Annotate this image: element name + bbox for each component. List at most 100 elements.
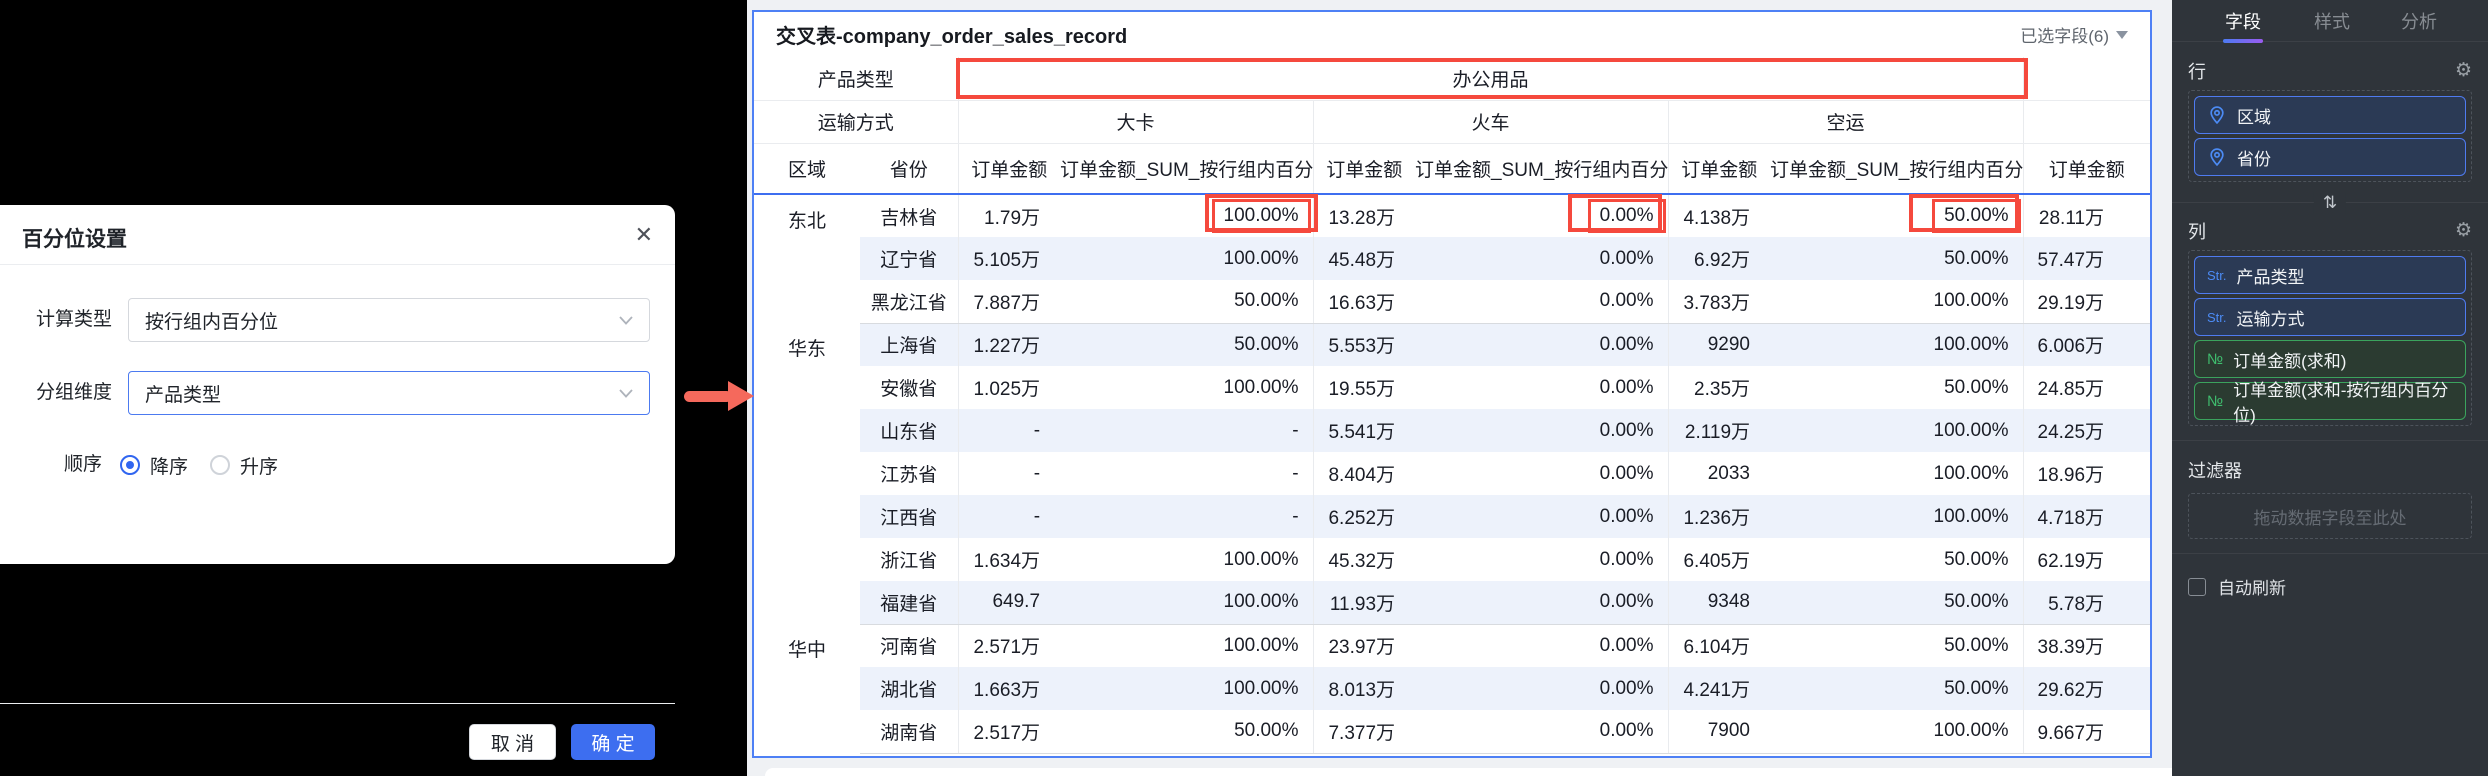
cancel-button[interactable]: 取 消 (469, 724, 556, 760)
total-header-cell: 订单金额 (2022, 143, 2151, 195)
amount-header-cell: 订单金额 (957, 143, 1061, 195)
percentile-value-cell: 50.00% (1944, 548, 2009, 570)
percentile-value-cell: 50.00% (1060, 280, 1314, 324)
amount-value-cell: 6.104万 (1667, 624, 1771, 667)
panel-divider (2172, 440, 2488, 441)
col-dim1-label-cell: 产品类型 (754, 57, 959, 101)
percentile-value-cell: 100.00% (1060, 194, 1313, 237)
tab-fields[interactable]: 字段 (2223, 8, 2263, 43)
percentile-value-cell: 50.00% (1060, 710, 1314, 754)
col-dim2-label-cell: 运输方式 (754, 100, 959, 144)
field-pill[interactable]: № 订单金额(求和-按行组内百分位) (2194, 381, 2466, 425)
group-dim-select[interactable]: 产品类型 (128, 371, 650, 415)
amount-value-cell: 45.32万 (1312, 538, 1416, 581)
annotation-arrow-tail (684, 391, 732, 402)
cross-table-card[interactable]: 交叉表-company_order_sales_record 已选字段(6) 产… (752, 10, 2152, 758)
radio-descending[interactable]: 降序 (120, 445, 188, 485)
rows-shelf[interactable]: 区域 省份 (2188, 90, 2472, 182)
field-pill-label: 产品类型 (2236, 267, 2305, 287)
amount-value-cell: 9290 (1667, 323, 1771, 366)
panel-tabs: 字段 样式 分析 (2172, 0, 2488, 42)
table-row: 湖南省 2.517万 50.00% 7.377万 0.00% 7900 100.00% 9.6… (754, 710, 2151, 754)
filter-dropzone[interactable]: 拖动数据字段至此处 (2188, 493, 2472, 539)
calc-type-select[interactable]: 按行组内百分位 (128, 298, 650, 342)
amount-value-cell: 13.28万 (1312, 194, 1416, 237)
province-cell: 河南省 (880, 637, 938, 659)
group-dim-value: 产品类型 (145, 384, 222, 406)
percentile-header-cell: 订单金额_SUM_按行组内百分位 (1415, 143, 1669, 195)
number-type-icon: № (2207, 392, 2224, 410)
field-pill[interactable]: 省份 (2194, 138, 2466, 176)
swap-axes-icon[interactable]: ⇅ (2313, 192, 2347, 214)
total-value-cell: 29.19万 (2022, 280, 2151, 324)
calc-type-label: 计算类型 (35, 309, 112, 330)
amount-value-cell: 8.013万 (1312, 667, 1416, 710)
table-row: 黑龙江省 7.887万 50.00% 16.63万 0.00% 3.783万 100.00%… (754, 280, 2151, 324)
filter-section-label: 过滤器 (2188, 461, 2242, 481)
region-header-cell: 区域 (754, 143, 860, 195)
amount-value-cell: 45.48万 (1312, 237, 1416, 280)
auto-refresh-toggle[interactable]: 自动刷新 (2188, 574, 2472, 599)
percentile-value-cell: - (1292, 462, 1299, 484)
amount-value-cell: - (957, 495, 1061, 538)
amount-value-cell: - (957, 452, 1061, 495)
percentile-value-cell: 100.00% (1770, 280, 2024, 324)
percentile-header-cell: 订单金额_SUM_按行组内百分位 (1060, 143, 1314, 195)
close-icon[interactable]: ✕ (634, 222, 653, 247)
cols-shelf[interactable]: Str. 产品类型 Str. 运输方式 № 订单金额(求和) № 订单金额(求和-按行组内百分… (2188, 250, 2472, 426)
total-value-cell: 5.78万 (2022, 581, 2151, 625)
total-value-cell: 6.006万 (2022, 323, 2151, 366)
table-row: 福建省 649.7 100.00% 11.93万 0.00% 9348 50.00% 5.78… (754, 581, 2151, 625)
field-pill[interactable]: Str. 运输方式 (2194, 298, 2466, 336)
amount-header-cell: 订单金额 (1667, 143, 1771, 195)
order-label: 顺序 (63, 454, 102, 475)
geo-pin-icon (2210, 148, 2224, 167)
amount-value-cell: 2.571万 (957, 624, 1061, 667)
percentile-value-cell: 100.00% (1060, 581, 1314, 625)
table-title: 交叉表-company_order_sales_record (776, 26, 1128, 48)
percentile-value-cell: 100.00% (1060, 667, 1314, 710)
percentile-value-cell: 100.00% (1060, 237, 1314, 280)
tab-analysis[interactable]: 分析 (2401, 12, 2437, 32)
amount-value-cell: 6.405万 (1667, 538, 1771, 581)
field-pill[interactable]: 区域 (2194, 96, 2466, 134)
table-row: 东北 吉林省 1.79万 100.00% 13.28万 0.00% 4.138万 50.00%… (754, 194, 2151, 323)
blank-header-cell (2022, 57, 2151, 101)
total-value-cell: 28.11万 (2022, 194, 2151, 237)
geo-pin-icon (2210, 106, 2224, 125)
chevron-down-icon (619, 315, 633, 325)
annotated-value: 100.00% (1211, 199, 1311, 233)
confirm-button[interactable]: 确 定 (571, 724, 655, 760)
total-value-cell: 9.667万 (2022, 710, 2151, 754)
percentile-value-cell: 0.00% (1599, 376, 1654, 398)
amount-value-cell: 3.783万 (1667, 280, 1771, 324)
lower-card-edge (765, 768, 2172, 776)
table-row: 安徽省 1.025万 100.00% 19.55万 0.00% 2.35万 50.00% 24… (754, 366, 2151, 409)
swap-row: ⇅ (2172, 192, 2488, 214)
annotation-arrow-icon (728, 381, 754, 411)
radio-ascending[interactable]: 升序 (210, 445, 278, 485)
gear-icon[interactable]: ⚙ (2454, 220, 2472, 241)
percentile-value-cell: 100.00% (1933, 462, 2009, 484)
amount-value-cell: 4.241万 (1667, 667, 1771, 710)
annotated-value: 0.00% (1587, 199, 1666, 233)
field-pill[interactable]: Str. 产品类型 (2194, 256, 2466, 294)
field-pill-label: 运输方式 (2236, 309, 2305, 329)
percentile-value-cell: 50.00% (1060, 323, 1314, 366)
percentile-value-cell: 0.00% (1415, 280, 1669, 324)
selected-fields-dropdown[interactable]: 已选字段(6) (2020, 22, 2128, 47)
gear-icon[interactable]: ⚙ (2454, 60, 2472, 81)
percentile-value-cell: 50.00% (1770, 581, 2024, 625)
province-cell: 吉林省 (880, 207, 938, 229)
amount-value-cell: 1.79万 (957, 194, 1061, 237)
percentile-value-cell: 0.00% (1415, 667, 1669, 710)
tab-style[interactable]: 样式 (2314, 12, 2350, 32)
total-value-cell: 4.718万 (2022, 495, 2151, 538)
amount-value-cell: 23.97万 (1312, 624, 1416, 667)
triangle-down-icon (2116, 30, 2128, 39)
field-pill[interactable]: № 订单金额(求和) (2194, 340, 2466, 378)
total-value-cell: 62.19万 (2022, 538, 2151, 581)
amount-value-cell: 1.025万 (957, 366, 1061, 409)
region-cell: 华东 (754, 323, 860, 624)
